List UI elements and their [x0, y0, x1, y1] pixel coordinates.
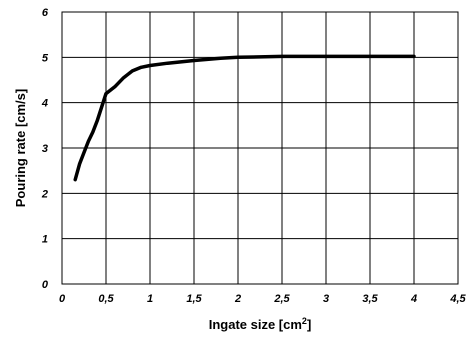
x-tick-label: 0,5 — [98, 293, 114, 305]
x-tick-label: 2,5 — [273, 293, 290, 305]
y-tick-label: 1 — [42, 234, 48, 246]
x-axis-title-end: ] — [307, 317, 311, 332]
x-axis-title-superscript: 2 — [302, 316, 307, 326]
x-axis-title: Ingate size [cm2] — [209, 316, 312, 332]
y-tick-label: 5 — [42, 52, 49, 64]
x-tick-label: 2 — [234, 293, 241, 305]
x-tick-label: 1,5 — [186, 293, 202, 305]
y-tick-label: 3 — [42, 143, 48, 155]
x-tick-label: 4,5 — [449, 293, 466, 305]
series-layer — [73, 54, 416, 182]
x-tick-label: 1 — [147, 293, 153, 305]
y-tick-label: 0 — [42, 279, 49, 291]
y-tick-label: 4 — [41, 98, 48, 110]
x-tick-label: 3,5 — [362, 293, 378, 305]
y-axis-title: Pouring rate [cm/s] — [13, 89, 28, 207]
tick-labels: 0 0,5 1 1,5 2 2,5 3 3,5 4 4,5 0 1 2 3 4 5 6 — [41, 7, 467, 305]
x-axis-title-main: Ingate size [cm — [209, 317, 302, 332]
y-tick-label: 2 — [41, 188, 48, 200]
x-tick-label: 0 — [59, 293, 66, 305]
series-line — [73, 54, 416, 182]
x-tick-label: 4 — [410, 293, 417, 305]
plot-frame — [61, 11, 459, 285]
y-tick-label: 6 — [42, 7, 49, 19]
x-tick-label: 3 — [323, 293, 329, 305]
